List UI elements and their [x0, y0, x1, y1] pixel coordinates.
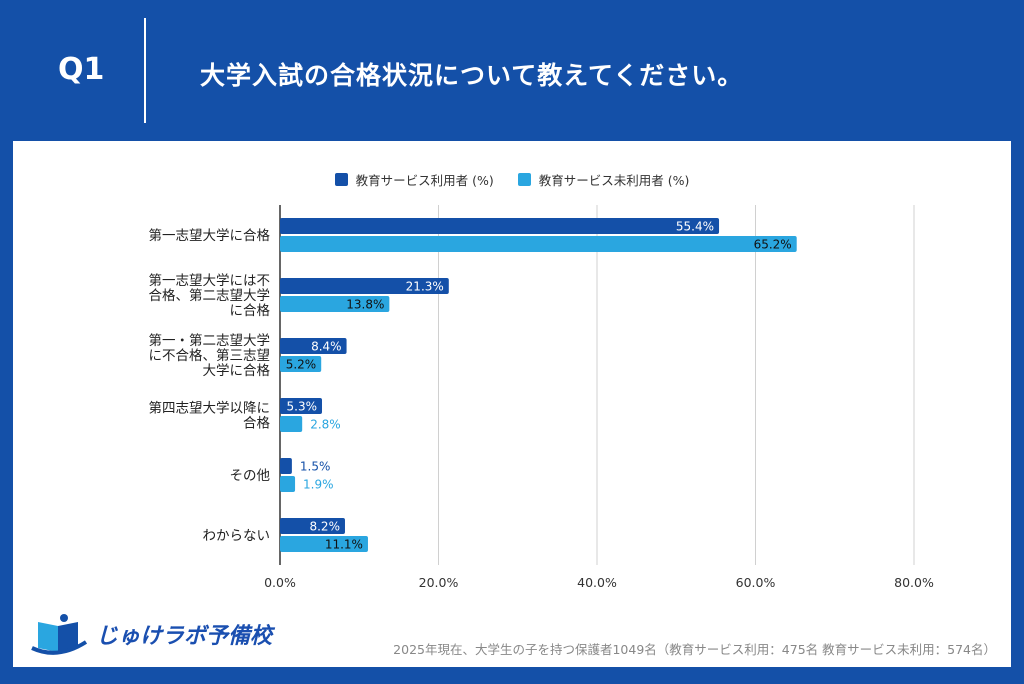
bar-users — [280, 458, 292, 474]
legend-item-nonusers: 教育サービス未利用者 (%) — [517, 170, 690, 189]
legend-swatch — [517, 173, 531, 186]
category-label: わからない — [203, 528, 271, 544]
category-label: 第四志望大学以降に — [149, 400, 271, 417]
data-label: 21.3% — [406, 280, 444, 294]
data-label: 11.1% — [325, 538, 363, 552]
page-title: 大学入試の合格状況について教えてください。 — [200, 61, 744, 90]
bar-users — [280, 218, 720, 234]
bar-nonusers — [280, 536, 368, 552]
legend-swatch — [334, 173, 348, 186]
book-logo-icon — [31, 614, 88, 655]
x-tick-label: 20.0% — [419, 575, 459, 590]
category-label: に合格 — [230, 303, 271, 319]
category-label: 合格、第二志望大学 — [149, 287, 271, 304]
bar-nonusers — [280, 356, 322, 372]
bar-nonusers — [280, 476, 296, 492]
x-tick-label: 60.0% — [736, 575, 776, 590]
legend-label: 教育サービス利用者 (%) — [355, 173, 494, 188]
data-label: 1.9% — [303, 478, 334, 492]
category-label: 第一・第二志望大学 — [149, 332, 271, 349]
logo-text: じゅけラボ予備校 — [96, 624, 273, 649]
bar-nonusers — [280, 236, 797, 252]
data-label: 1.5% — [300, 460, 331, 474]
data-label: 5.2% — [286, 358, 317, 372]
data-label: 55.4% — [676, 220, 714, 234]
bar-nonusers — [280, 416, 303, 432]
legend-label: 教育サービス未利用者 (%) — [538, 173, 690, 188]
x-tick-label: 0.0% — [264, 575, 296, 590]
data-label: 8.2% — [309, 520, 340, 534]
data-label: 2.8% — [310, 418, 341, 432]
category-label: 第一志望大学に合格 — [149, 227, 271, 244]
bar-users — [280, 398, 323, 414]
x-tick-label: 40.0% — [577, 575, 617, 590]
category-label: 大学に合格 — [203, 363, 271, 379]
legend-item-users: 教育サービス利用者 (%) — [334, 170, 494, 189]
category-label: 合格 — [243, 416, 270, 432]
bar-users — [280, 518, 345, 534]
bar-nonusers — [280, 296, 390, 312]
question-number: Q1 — [58, 52, 105, 87]
legend: 教育サービス利用者 (%) 教育サービス未利用者 (%) — [0, 170, 1024, 189]
bar-users — [280, 338, 347, 354]
category-label: その他 — [230, 468, 271, 484]
data-label: 8.4% — [311, 340, 342, 354]
logo: じゅけラボ予備校 — [30, 612, 272, 656]
data-label: 65.2% — [754, 238, 792, 252]
category-label: 第一志望大学には不 — [149, 272, 271, 289]
divider — [144, 18, 146, 123]
x-tick-label: 80.0% — [894, 575, 934, 590]
survey-note: 2025年現在、大学生の子を持つ保護者1049名（教育サービス利用：475名 教… — [393, 642, 996, 657]
data-label: 5.3% — [287, 400, 318, 414]
bar-users — [280, 278, 449, 294]
category-label: に不合格、第三志望 — [149, 347, 271, 364]
data-label: 13.8% — [346, 298, 384, 312]
